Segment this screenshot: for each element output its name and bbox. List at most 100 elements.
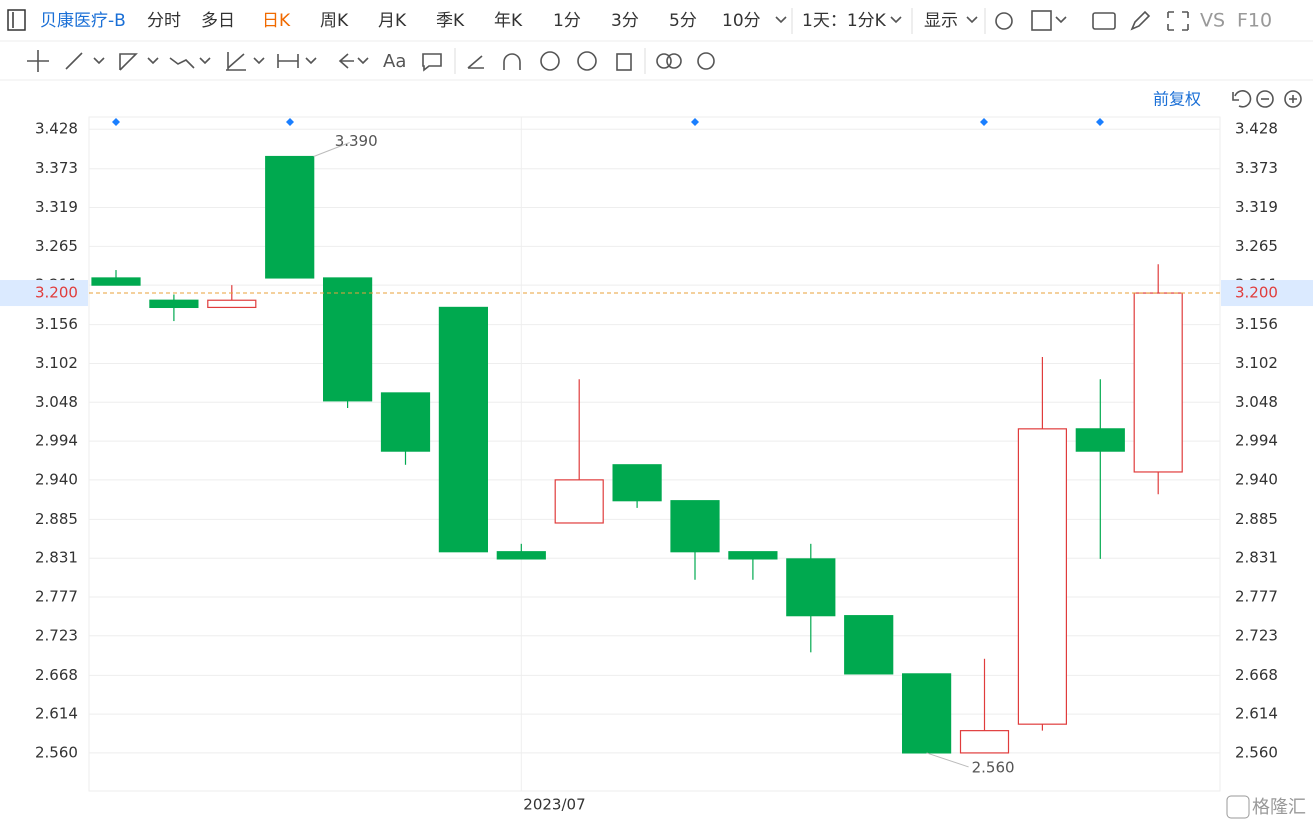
y-tick-label: 3.319 <box>35 198 78 216</box>
period-tab-selected[interactable]: 日K <box>262 11 291 31</box>
period-tab[interactable]: 分时 <box>147 11 181 31</box>
plot-frame <box>88 116 1221 792</box>
y2-tick-label: 2.560 <box>1235 743 1278 761</box>
candle-body <box>786 558 836 617</box>
measure-tool[interactable] <box>277 54 299 68</box>
y2-tick-label: 2.723 <box>1235 626 1278 644</box>
text-tool[interactable]: Aa <box>383 51 406 72</box>
y-tick-label: 3.048 <box>35 393 78 411</box>
candle-body <box>670 500 720 553</box>
candle-body <box>1075 428 1125 452</box>
dropdown-arrow[interactable] <box>775 16 787 24</box>
candle-body <box>728 551 778 560</box>
y-tick-label: 2.940 <box>35 470 78 488</box>
period-tab[interactable]: 3分 <box>611 11 639 31</box>
last-price-box <box>0 280 88 307</box>
line-tool[interactable] <box>65 52 83 70</box>
candle-body <box>149 299 199 309</box>
camera-icon[interactable] <box>1092 12 1116 30</box>
period-tab[interactable]: 季K <box>436 11 465 31</box>
wave-tool[interactable] <box>169 57 195 69</box>
y-tick-label: 2.994 <box>35 432 78 450</box>
zoom-in-sign <box>1289 95 1297 103</box>
delete-tool[interactable] <box>616 53 632 71</box>
period-tab[interactable]: 1分 <box>553 11 581 31</box>
menu-icon[interactable] <box>7 9 26 31</box>
dropdown-arrow <box>966 16 978 24</box>
y2-tick-label: 2.614 <box>1235 705 1278 723</box>
fib-tool[interactable] <box>226 52 246 71</box>
y-tick-label: 3.265 <box>35 237 78 255</box>
y-tick-label: 2.560 <box>35 743 78 761</box>
last-price-box <box>1221 280 1313 307</box>
watermark: 格隆汇 <box>1252 797 1306 818</box>
dropdown-arrow <box>253 57 265 65</box>
compare-icon[interactable] <box>656 53 672 69</box>
zoom-in[interactable] <box>1284 90 1302 108</box>
angle-tool[interactable] <box>467 55 484 69</box>
period-tab[interactable]: 5分 <box>669 11 697 31</box>
undo-icon[interactable] <box>1232 90 1252 108</box>
period-tab[interactable]: 年K <box>494 11 523 31</box>
dropdown-arrow <box>1055 16 1067 24</box>
display-menu[interactable]: 显示 <box>924 11 958 31</box>
candle-body <box>901 673 952 754</box>
layout-icon[interactable] <box>1031 10 1052 31</box>
candle-body <box>554 479 604 524</box>
y2-tick-label: 3.048 <box>1235 393 1278 411</box>
magnet-tool[interactable] <box>503 53 521 70</box>
move-tool[interactable] <box>27 50 49 72</box>
x-tick-label: 2023/07 <box>523 796 585 814</box>
y2-tick-label: 3.102 <box>1235 354 1278 372</box>
candle-body <box>1017 428 1068 725</box>
pencil-icon[interactable] <box>1130 10 1151 31</box>
note-tool[interactable] <box>422 53 442 72</box>
candle-body <box>844 615 894 675</box>
y-tick-label: 2.831 <box>35 549 78 567</box>
lock-tool[interactable] <box>540 51 560 71</box>
y2-tick-label: 2.777 <box>1235 587 1278 605</box>
period-tab[interactable]: 10分 <box>722 11 761 31</box>
y-tick-label: 3.102 <box>35 354 78 372</box>
arrow-tool[interactable] <box>338 53 354 69</box>
vs-button[interactable]: VS <box>1200 10 1225 32</box>
settings-icon[interactable] <box>995 12 1013 30</box>
last-price-label: 3.200 <box>1235 284 1278 302</box>
candle-body <box>323 277 373 402</box>
candle-body <box>380 392 431 452</box>
f10-button[interactable]: F10 <box>1237 10 1272 32</box>
hide-tool[interactable] <box>577 51 597 71</box>
max-label: 3.390 <box>335 132 378 150</box>
y2-tick-label: 2.668 <box>1235 666 1278 684</box>
range-select[interactable]: 1天：1分K <box>802 11 887 31</box>
candle-body <box>612 464 662 502</box>
adjust-toggle[interactable]: 前复权 <box>1153 90 1201 109</box>
min-leader <box>926 752 969 768</box>
dropdown-arrow <box>147 57 159 65</box>
watermark-logo <box>1226 795 1250 819</box>
settings-icon[interactable] <box>697 52 715 70</box>
dropdown-arrow <box>93 57 105 65</box>
period-tab[interactable]: 月K <box>378 11 407 31</box>
period-tab[interactable]: 周K <box>320 11 349 31</box>
fullscreen-icon[interactable] <box>1167 11 1189 31</box>
candle-body <box>1133 292 1183 473</box>
last-price-label: 3.200 <box>35 284 78 302</box>
period-tab[interactable]: 多日 <box>201 11 235 31</box>
y-tick-label: 3.428 <box>35 120 78 138</box>
draw-tool[interactable] <box>119 53 138 71</box>
y2-tick-label: 3.265 <box>1235 237 1278 255</box>
dropdown-arrow <box>199 57 211 65</box>
max-leader <box>313 142 350 157</box>
y2-tick-label: 2.994 <box>1235 432 1278 450</box>
stock-name[interactable]: 贝康医疗-B <box>40 11 126 31</box>
min-label: 2.560 <box>972 758 1015 776</box>
y-tick-label: 2.885 <box>35 510 78 528</box>
dropdown-arrow <box>305 57 317 65</box>
zoom-out[interactable] <box>1256 90 1274 108</box>
y-tick-label: 2.614 <box>35 705 78 723</box>
event-markers[interactable] <box>112 118 1104 126</box>
candle-body <box>91 277 141 286</box>
candle-body <box>496 551 546 560</box>
